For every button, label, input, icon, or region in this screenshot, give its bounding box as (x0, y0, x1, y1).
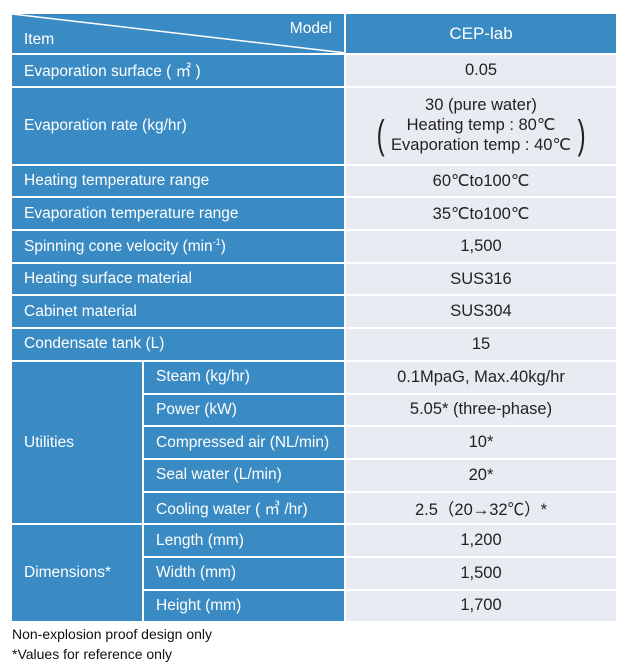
row-value: 1,500 (344, 229, 618, 264)
row-label: Seal water (L/min) (142, 457, 346, 493)
row-value: 1,500 (344, 555, 618, 591)
row-label: Heating temperature range (10, 163, 346, 199)
label-text: Spinning cone velocity (min (24, 237, 213, 255)
row-label: Evaporation temperature range (10, 196, 346, 232)
footnote: *Values for reference only (12, 646, 173, 662)
row-value: 1,700 (344, 588, 618, 624)
row-label: Spinning cone velocity (min-1) (10, 229, 346, 264)
row-value: 35℃to100℃ (344, 196, 618, 232)
value-line: Heating temp : 80℃ (406, 116, 556, 135)
dimensions-group-label: Dimensions* (10, 523, 144, 624)
row-value: 10* (344, 425, 618, 460)
label-sup: -1 (212, 236, 221, 247)
row-label: Evaporation rate (kg/hr) (10, 85, 346, 166)
value-line: Evaporation temp : 40℃ (391, 136, 571, 155)
row-label: Heating surface material (10, 261, 346, 297)
utilities-group-label: Utilities (10, 359, 144, 526)
row-value: SUS304 (344, 294, 618, 330)
row-label: Compressed air (NL/min) (142, 425, 346, 460)
row-label: Steam (kg/hr) (142, 359, 346, 395)
model-name: CEP-lab (344, 12, 618, 55)
item-label: Item (24, 31, 55, 48)
row-value: 20* (344, 457, 618, 493)
row-value: SUS316 (344, 261, 618, 297)
row-value: 5.05* (three-phase) (344, 392, 618, 428)
spec-table: Model Item CEP-lab Evaporation surface (… (10, 12, 618, 624)
row-value: 15 (344, 327, 618, 362)
footnote: Non-explosion proof design only (12, 626, 213, 642)
row-label: Width (mm) (142, 555, 346, 591)
label-end: ) (220, 237, 226, 255)
row-value: 60℃to100℃ (344, 163, 618, 199)
row-value: 0.05 (344, 53, 618, 88)
row-value: 30 (pure water) (Heating temp : 80℃ Evapo… (344, 85, 618, 166)
row-label: Cabinet material (10, 294, 346, 330)
model-label: Model (289, 20, 332, 37)
row-label: Length (mm) (142, 523, 346, 558)
row-label: Power (kW) (142, 392, 346, 428)
row-label: Cooling water ( ㎥ /hr) (142, 490, 346, 526)
value-line: 30 (pure water) (425, 96, 537, 115)
diagonal-divider (12, 14, 346, 53)
row-value: 2.5（20→32℃）* (344, 490, 618, 526)
row-value: 0.1MpaG, Max.40kg/hr (344, 359, 618, 395)
row-label: Evaporation surface ( ㎡ ) (10, 53, 346, 88)
header-corner-cell: Model Item (10, 12, 346, 55)
row-value: 1,200 (344, 523, 618, 558)
row-label: Condensate tank (L) (10, 327, 346, 362)
row-label: Height (mm) (142, 588, 346, 624)
paren-group: (Heating temp : 80℃ Evaporation temp : 40… (376, 113, 586, 158)
